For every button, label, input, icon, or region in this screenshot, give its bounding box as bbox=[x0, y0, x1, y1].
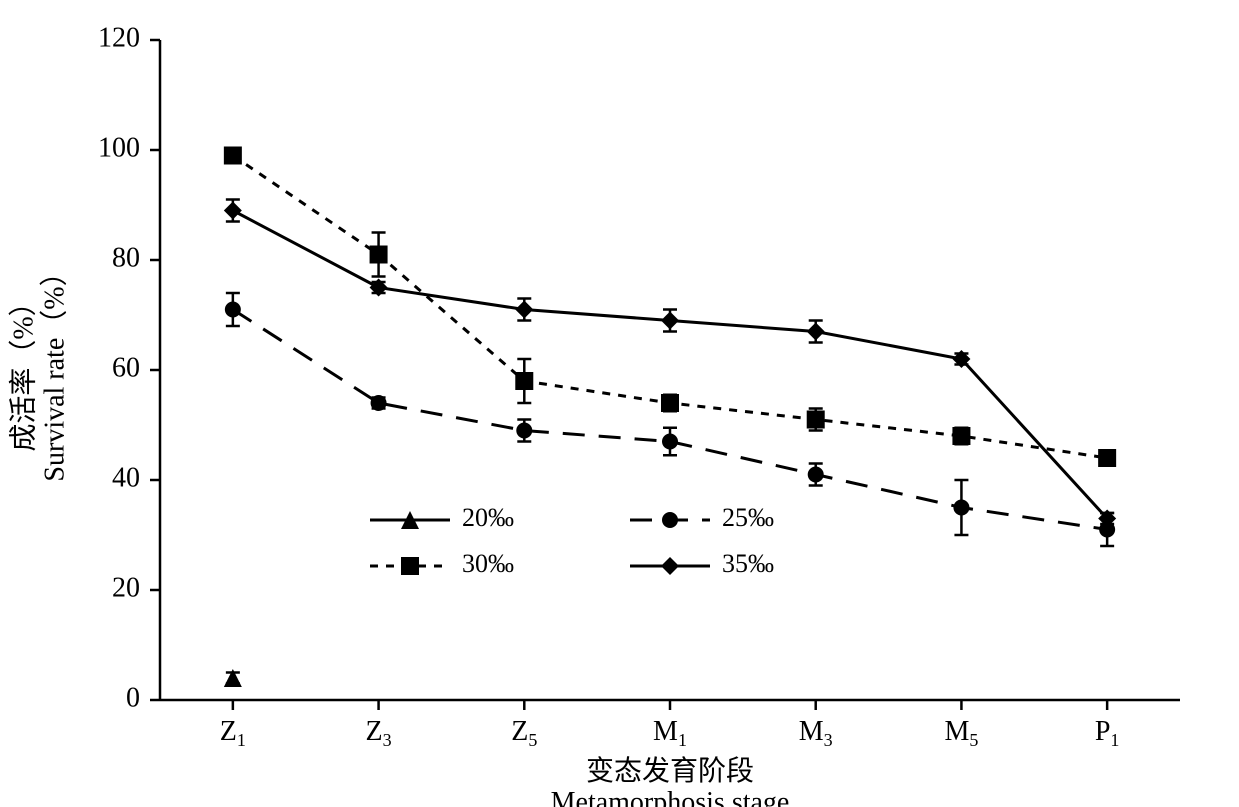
legend-label: 35‰ bbox=[722, 549, 774, 578]
x-axis-label: 变态发育阶段Metamorphosis stage bbox=[551, 755, 790, 807]
legend-label: 20‰ bbox=[462, 503, 514, 532]
y-tick-label: 0 bbox=[126, 682, 140, 713]
y-tick-label: 20 bbox=[112, 572, 140, 603]
y-tick-label: 100 bbox=[98, 132, 140, 163]
legend-label: 25‰ bbox=[722, 503, 774, 532]
y-tick-label: 60 bbox=[112, 352, 140, 383]
y-tick-label: 120 bbox=[98, 22, 140, 53]
y-axis-label: 成活率（%）Survival rate（%） bbox=[8, 258, 71, 481]
legend-label: 30‰ bbox=[462, 549, 514, 578]
y-tick-label: 40 bbox=[112, 462, 140, 493]
y-tick-label: 80 bbox=[112, 242, 140, 273]
chart-container: 020406080100120Z1Z3Z5M1M3M5P1成活率（%）Survi… bbox=[0, 0, 1239, 807]
survival-rate-chart: 020406080100120Z1Z3Z5M1M3M5P1成活率（%）Survi… bbox=[0, 0, 1239, 807]
svg-text:成活率（%）Survival rate（%）: 成活率（%）Survival rate（%） bbox=[8, 258, 71, 481]
